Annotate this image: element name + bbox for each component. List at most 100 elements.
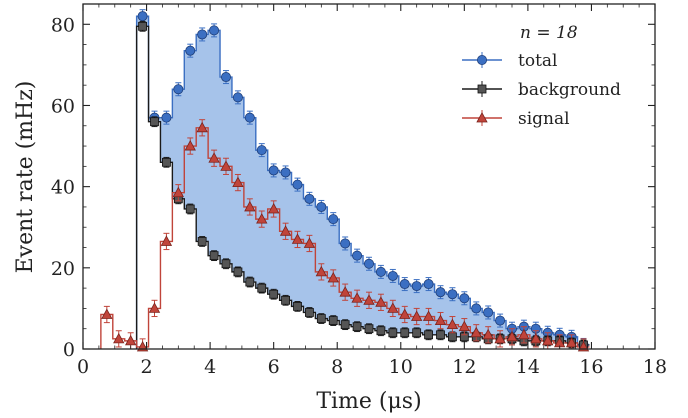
marker-signal <box>506 330 518 342</box>
marker-signal <box>232 176 244 187</box>
marker-total <box>268 165 279 176</box>
marker-signal <box>184 140 196 151</box>
legend-label-total: total <box>518 51 557 71</box>
data-point-background <box>269 288 279 300</box>
marker-signal <box>434 314 447 325</box>
data-point-total <box>220 70 231 85</box>
data-point-total <box>304 191 315 206</box>
data-point-total <box>209 23 220 38</box>
data-point-signal <box>315 263 328 281</box>
y-tick-label: 40 <box>51 177 75 199</box>
marker-signal <box>196 121 208 133</box>
marker-background <box>316 314 326 323</box>
data-point-background <box>257 282 267 294</box>
x-tick-label: 16 <box>579 356 603 378</box>
marker-total <box>280 167 291 178</box>
marker-signal <box>482 328 494 340</box>
marker-total <box>495 315 506 326</box>
markers-layer <box>101 9 590 352</box>
marker-signal <box>267 202 280 214</box>
marker-signal <box>470 326 482 338</box>
marker-signal <box>208 152 220 163</box>
data-point-signal <box>339 283 351 301</box>
data-point-signal <box>160 232 173 251</box>
data-point-signal <box>458 318 471 336</box>
data-point-total <box>423 277 434 292</box>
marker-background <box>162 157 171 167</box>
difference-fill-layer <box>136 16 590 345</box>
x-tick-label: 8 <box>331 356 343 378</box>
data-point-total <box>328 212 339 227</box>
data-point-background <box>281 294 290 306</box>
marker-signal <box>220 160 232 171</box>
data-point-background <box>424 329 433 341</box>
marker-total <box>316 201 327 212</box>
data-point-signal <box>530 330 542 348</box>
data-point-background <box>305 307 314 318</box>
data-point-signal <box>363 291 375 309</box>
y-axis-label: Event rate (mHz) <box>13 81 38 274</box>
marker-background <box>352 322 362 332</box>
marker-total <box>435 287 446 298</box>
data-point-background <box>162 156 171 168</box>
marker-background <box>328 316 338 325</box>
marker-total <box>483 307 494 318</box>
data-point-signal <box>303 234 316 253</box>
data-point-signal <box>410 307 423 326</box>
data-point-background <box>448 331 457 343</box>
y-tick-label: 20 <box>51 258 75 280</box>
marker-total <box>256 145 267 156</box>
marker-signal <box>101 308 113 319</box>
marker-total <box>399 279 410 290</box>
data-point-background <box>400 327 410 339</box>
data-point-total <box>173 82 184 97</box>
data-point-signal <box>351 289 363 307</box>
data-point-total <box>471 301 482 316</box>
marker-signal <box>363 294 375 305</box>
marker-signal <box>172 186 185 198</box>
marker-background <box>388 328 398 338</box>
data-point-signal <box>279 222 292 240</box>
marker-signal <box>565 336 578 348</box>
data-point-total <box>459 291 470 306</box>
marker-signal <box>387 302 399 313</box>
data-point-signal <box>399 305 411 324</box>
data-point-signal <box>470 324 482 342</box>
data-point-signal <box>244 198 256 216</box>
marker-total <box>387 270 398 281</box>
marker-total <box>220 72 231 83</box>
x-axis-label: Time (μs) <box>316 389 421 414</box>
marker-total <box>328 214 339 225</box>
marker-total <box>411 281 422 292</box>
marker-background <box>376 326 386 336</box>
marker-signal <box>327 271 339 283</box>
marker-total <box>292 179 303 190</box>
data-point-total <box>411 279 422 294</box>
marker-signal <box>410 310 423 321</box>
marker-total <box>340 238 351 249</box>
data-point-total <box>363 256 374 271</box>
total-background-difference-fill <box>136 16 590 345</box>
data-point-signal <box>267 200 280 218</box>
data-point-signal <box>494 330 506 348</box>
data-point-signal <box>148 299 161 318</box>
marker-background <box>412 328 422 338</box>
marker-background <box>305 308 314 317</box>
marker-background <box>209 251 219 261</box>
data-point-total <box>375 264 386 279</box>
data-point-total <box>447 287 458 302</box>
marker-background <box>340 320 350 330</box>
marker-signal <box>422 310 435 321</box>
data-point-background <box>340 319 350 331</box>
marker-signal <box>244 200 256 212</box>
data-point-total <box>316 199 327 214</box>
legend-label-signal: signal <box>518 109 570 129</box>
marker-background <box>197 237 207 246</box>
data-point-total <box>399 277 410 292</box>
marker-background <box>269 289 279 299</box>
data-point-total <box>483 305 494 320</box>
data-point-signal <box>434 311 447 330</box>
marker-total <box>471 303 482 314</box>
marker-signal <box>160 235 173 246</box>
data-point-signal <box>220 157 232 175</box>
